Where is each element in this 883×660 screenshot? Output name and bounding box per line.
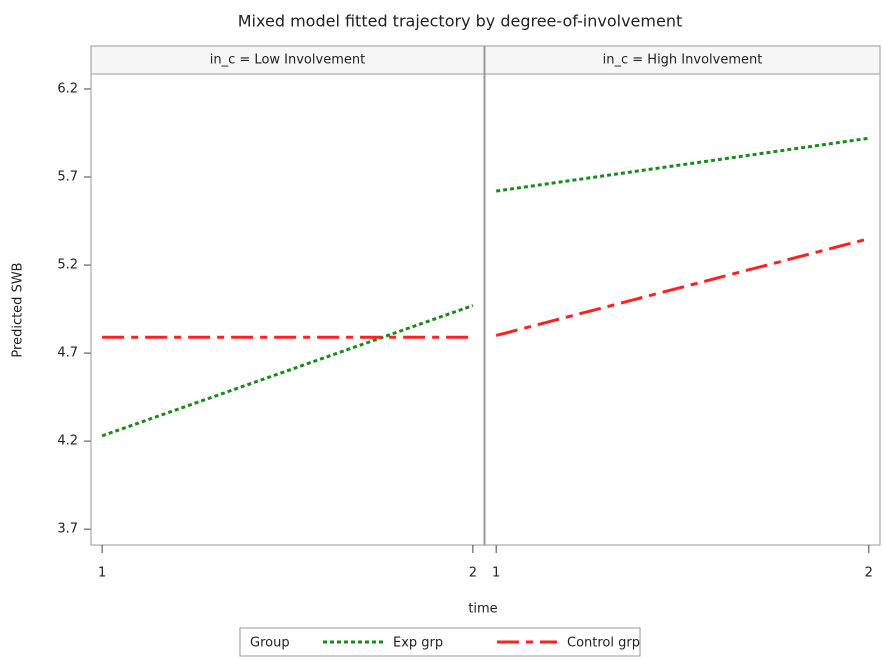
x-tick-label: 1 [492, 566, 500, 581]
y-tick-label: 4.2 [57, 434, 78, 449]
legend-box [239, 627, 641, 657]
x-tick-label: 1 [98, 566, 106, 581]
y-tick-label: 6.2 [57, 81, 78, 96]
x-axis-label: time [468, 602, 497, 617]
legend-label: Control grp [567, 636, 640, 651]
y-tick-label: 5.7 [57, 170, 78, 185]
legend-label: Exp grp [393, 636, 443, 651]
legend-title: Group [250, 636, 290, 651]
panel-header [90, 45, 485, 75]
y-axis-label: Predicted SWB [11, 262, 26, 357]
chart-title: Mixed model fitted trajectory by degree-… [238, 12, 682, 31]
y-tick-label: 5.2 [57, 258, 78, 273]
panel-label: in_c = High Involvement [603, 53, 763, 68]
series-line [101, 304, 474, 438]
panel-frame [484, 73, 881, 546]
series-line [495, 136, 870, 193]
x-tick-label: 2 [865, 566, 873, 581]
y-tick-label: 4.7 [57, 346, 78, 361]
series-line [495, 237, 870, 337]
x-tick-label: 2 [469, 566, 477, 581]
panel-frame [90, 73, 485, 546]
y-tick-label: 3.7 [57, 522, 78, 537]
panel-label: in_c = Low Involvement [210, 53, 365, 68]
